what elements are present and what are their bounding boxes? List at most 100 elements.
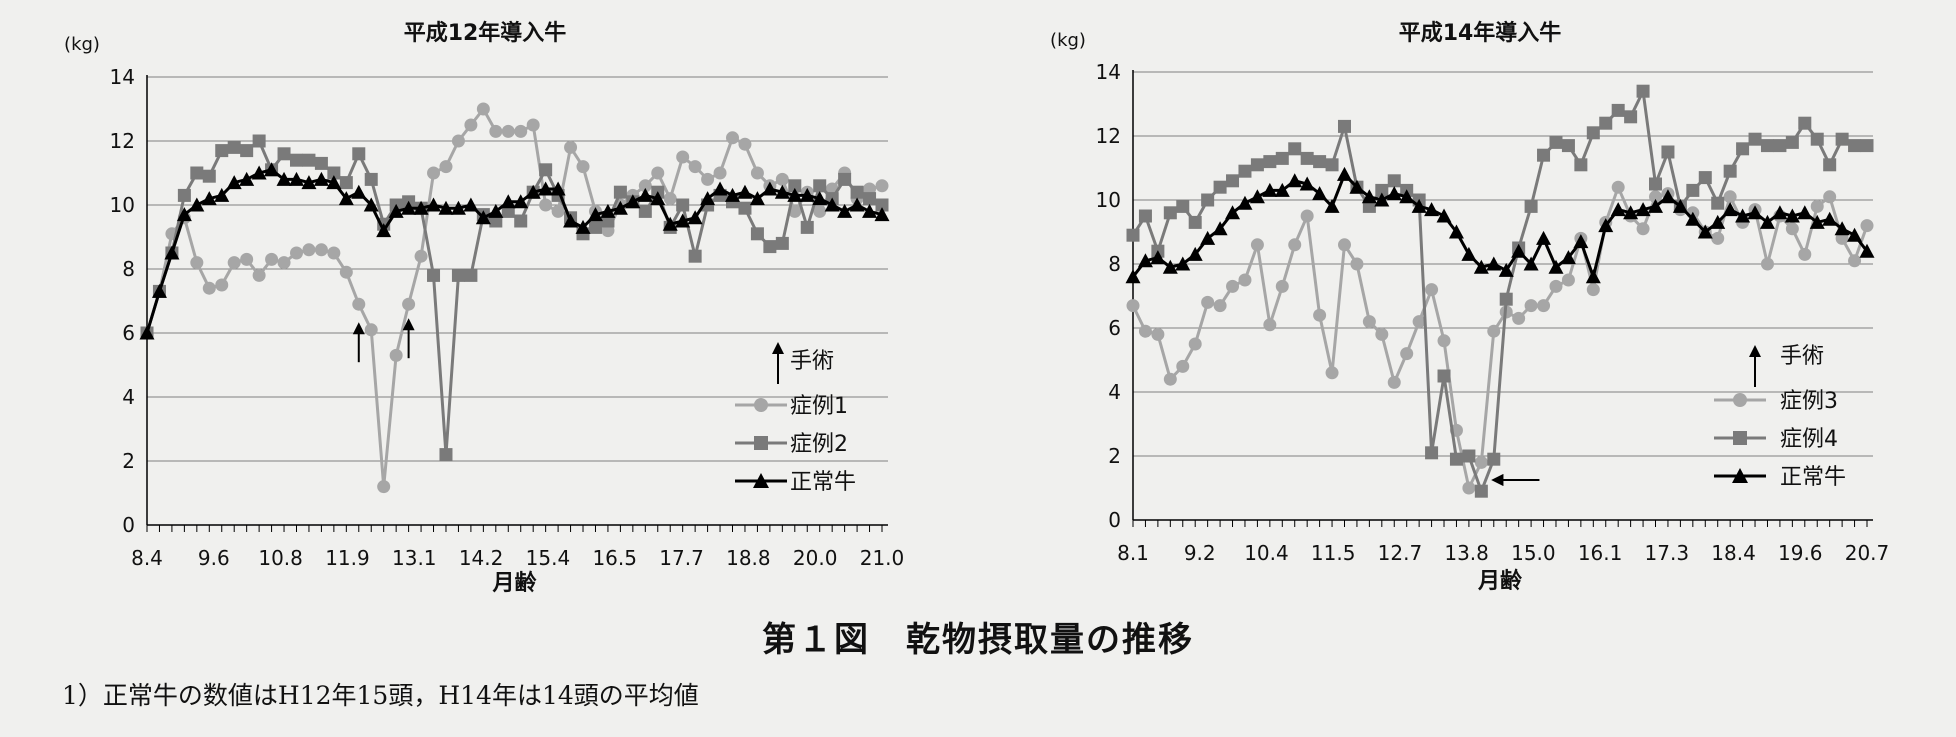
h12-point-症例1: [713, 166, 727, 180]
h14-point-症例3: [1275, 279, 1289, 293]
h14-x-tick-label: 16.1: [1578, 541, 1623, 565]
h12-point-症例2: [215, 144, 229, 158]
h14-line-症例4: [1131, 86, 1867, 496]
h14-point-正常牛: [1859, 243, 1875, 258]
h14-point-正常牛: [1660, 189, 1676, 204]
h12-point-正常牛: [326, 175, 342, 190]
h12-point-正常牛: [363, 197, 379, 212]
h12-point-正常牛: [239, 171, 255, 186]
h12-point-正常牛: [189, 197, 205, 212]
h12-y-tick-label: 8: [122, 257, 135, 281]
h14-point-正常牛: [1759, 214, 1775, 229]
h14-point-正常牛: [1834, 221, 1850, 236]
h12-point-症例1: [501, 124, 515, 138]
figure-caption: 第１図 乾物摂取量の推移: [762, 620, 1194, 660]
h14-point-症例3: [1188, 337, 1202, 351]
h14-point-症例4: [1748, 132, 1762, 146]
h12-point-症例1: [327, 246, 341, 260]
h14-point-正常牛: [1585, 269, 1601, 284]
h14-point-正常牛: [1486, 256, 1502, 271]
h14-x-tick-label: 10.4: [1244, 541, 1289, 565]
h12-point-症例2: [638, 204, 652, 218]
h14-point-症例3: [1711, 231, 1725, 245]
h14-point-正常牛: [1598, 218, 1614, 233]
h12-point-正常牛: [226, 175, 242, 190]
h12-x-tick-label: 13.1: [392, 546, 437, 570]
h14-point-症例3: [1337, 238, 1351, 252]
h14-point-正常牛: [1336, 166, 1352, 181]
h14-point-症例4: [1698, 171, 1712, 185]
h14-point-症例4: [1300, 151, 1314, 165]
h14-point-正常牛: [1573, 234, 1589, 249]
h12-point-症例2: [838, 172, 852, 186]
h14-point-正常牛: [1735, 208, 1751, 223]
h14-point-症例4: [1449, 452, 1463, 466]
h12-point-正常牛: [662, 216, 678, 231]
h14-point-症例4: [1325, 158, 1339, 172]
h14-y-tick-label: 0: [1108, 508, 1121, 532]
h12-point-正常牛: [812, 191, 828, 206]
h12-point-症例1: [377, 480, 391, 494]
h14-point-症例3: [1636, 222, 1650, 236]
h14-point-正常牛: [1150, 250, 1166, 265]
h14-point-症例4: [1263, 155, 1277, 169]
h12-point-症例2: [863, 192, 877, 206]
h12-point-症例1: [439, 160, 453, 174]
h14-point-症例3: [1412, 315, 1426, 329]
h14-point-症例3: [1437, 334, 1451, 348]
h14-point-症例3: [1325, 366, 1339, 380]
h12-point-正常牛: [625, 194, 641, 209]
h12-point-正常牛: [600, 203, 616, 218]
h14-point-症例4: [1213, 180, 1227, 194]
h14-y-tick-label: 14: [1096, 60, 1121, 84]
h14-point-症例3: [1798, 247, 1812, 261]
h14-point-正常牛: [1722, 202, 1738, 217]
h12-y-tick-label: 4: [122, 385, 135, 409]
h12-point-正常牛: [774, 184, 790, 199]
h14-legend-label: 症例3: [1780, 389, 1838, 414]
h12-y-unit-label: (kg): [64, 34, 100, 55]
h14-point-症例4: [1649, 177, 1663, 191]
h14-point-症例4: [1723, 164, 1737, 178]
h14-point-症例4: [1387, 174, 1401, 188]
h14-legend-label-surgery: 手術: [1780, 344, 1824, 369]
h12-point-症例1: [364, 323, 378, 337]
h14-point-症例4: [1599, 116, 1613, 130]
h14-point-正常牛: [1685, 211, 1701, 226]
h14-point-正常牛: [1635, 202, 1651, 217]
h14-point-正常牛: [1125, 269, 1141, 284]
h12-point-症例1: [476, 102, 490, 116]
h12-point-症例1: [551, 204, 565, 218]
h12-legend-label: 症例1: [790, 394, 848, 419]
h14-legend-marker-icon: [1733, 393, 1747, 407]
h12-point-症例1: [701, 172, 715, 186]
h14-point-症例4: [1798, 116, 1812, 130]
h12-x-tick-label: 18.8: [726, 546, 771, 570]
h12-y-tick-label: 14: [110, 65, 135, 89]
h12-legend-arrow-icon: [772, 342, 784, 384]
h14-point-正常牛: [1262, 182, 1278, 197]
h12-point-症例1: [526, 118, 540, 132]
h14-point-症例3: [1474, 455, 1488, 469]
h12-point-症例2: [750, 227, 764, 241]
h14-x-tick-label: 20.7: [1845, 541, 1890, 565]
h12-point-症例1: [302, 243, 316, 257]
h14-point-正常牛: [1312, 186, 1328, 201]
h14-point-症例4: [1238, 164, 1252, 178]
h14-point-症例4: [1337, 119, 1351, 133]
h12-point-症例1: [265, 252, 279, 266]
h14-point-症例3: [1300, 209, 1314, 223]
h14-point-症例3: [1723, 190, 1737, 204]
h12-point-症例1: [202, 281, 216, 295]
h12-point-症例2: [688, 249, 702, 263]
h14-point-症例4: [1313, 155, 1327, 169]
h12-point-症例2: [763, 240, 777, 254]
h14-point-症例3: [1375, 327, 1389, 341]
h14-y-tick-label: 2: [1108, 444, 1121, 468]
h12-y-tick-label: 12: [110, 129, 135, 153]
h14-point-症例4: [1425, 446, 1439, 460]
h14-point-症例3: [1549, 279, 1563, 293]
h14-point-正常牛: [1772, 205, 1788, 220]
h12-point-症例1: [489, 124, 503, 138]
h12-point-正常牛: [799, 187, 815, 202]
